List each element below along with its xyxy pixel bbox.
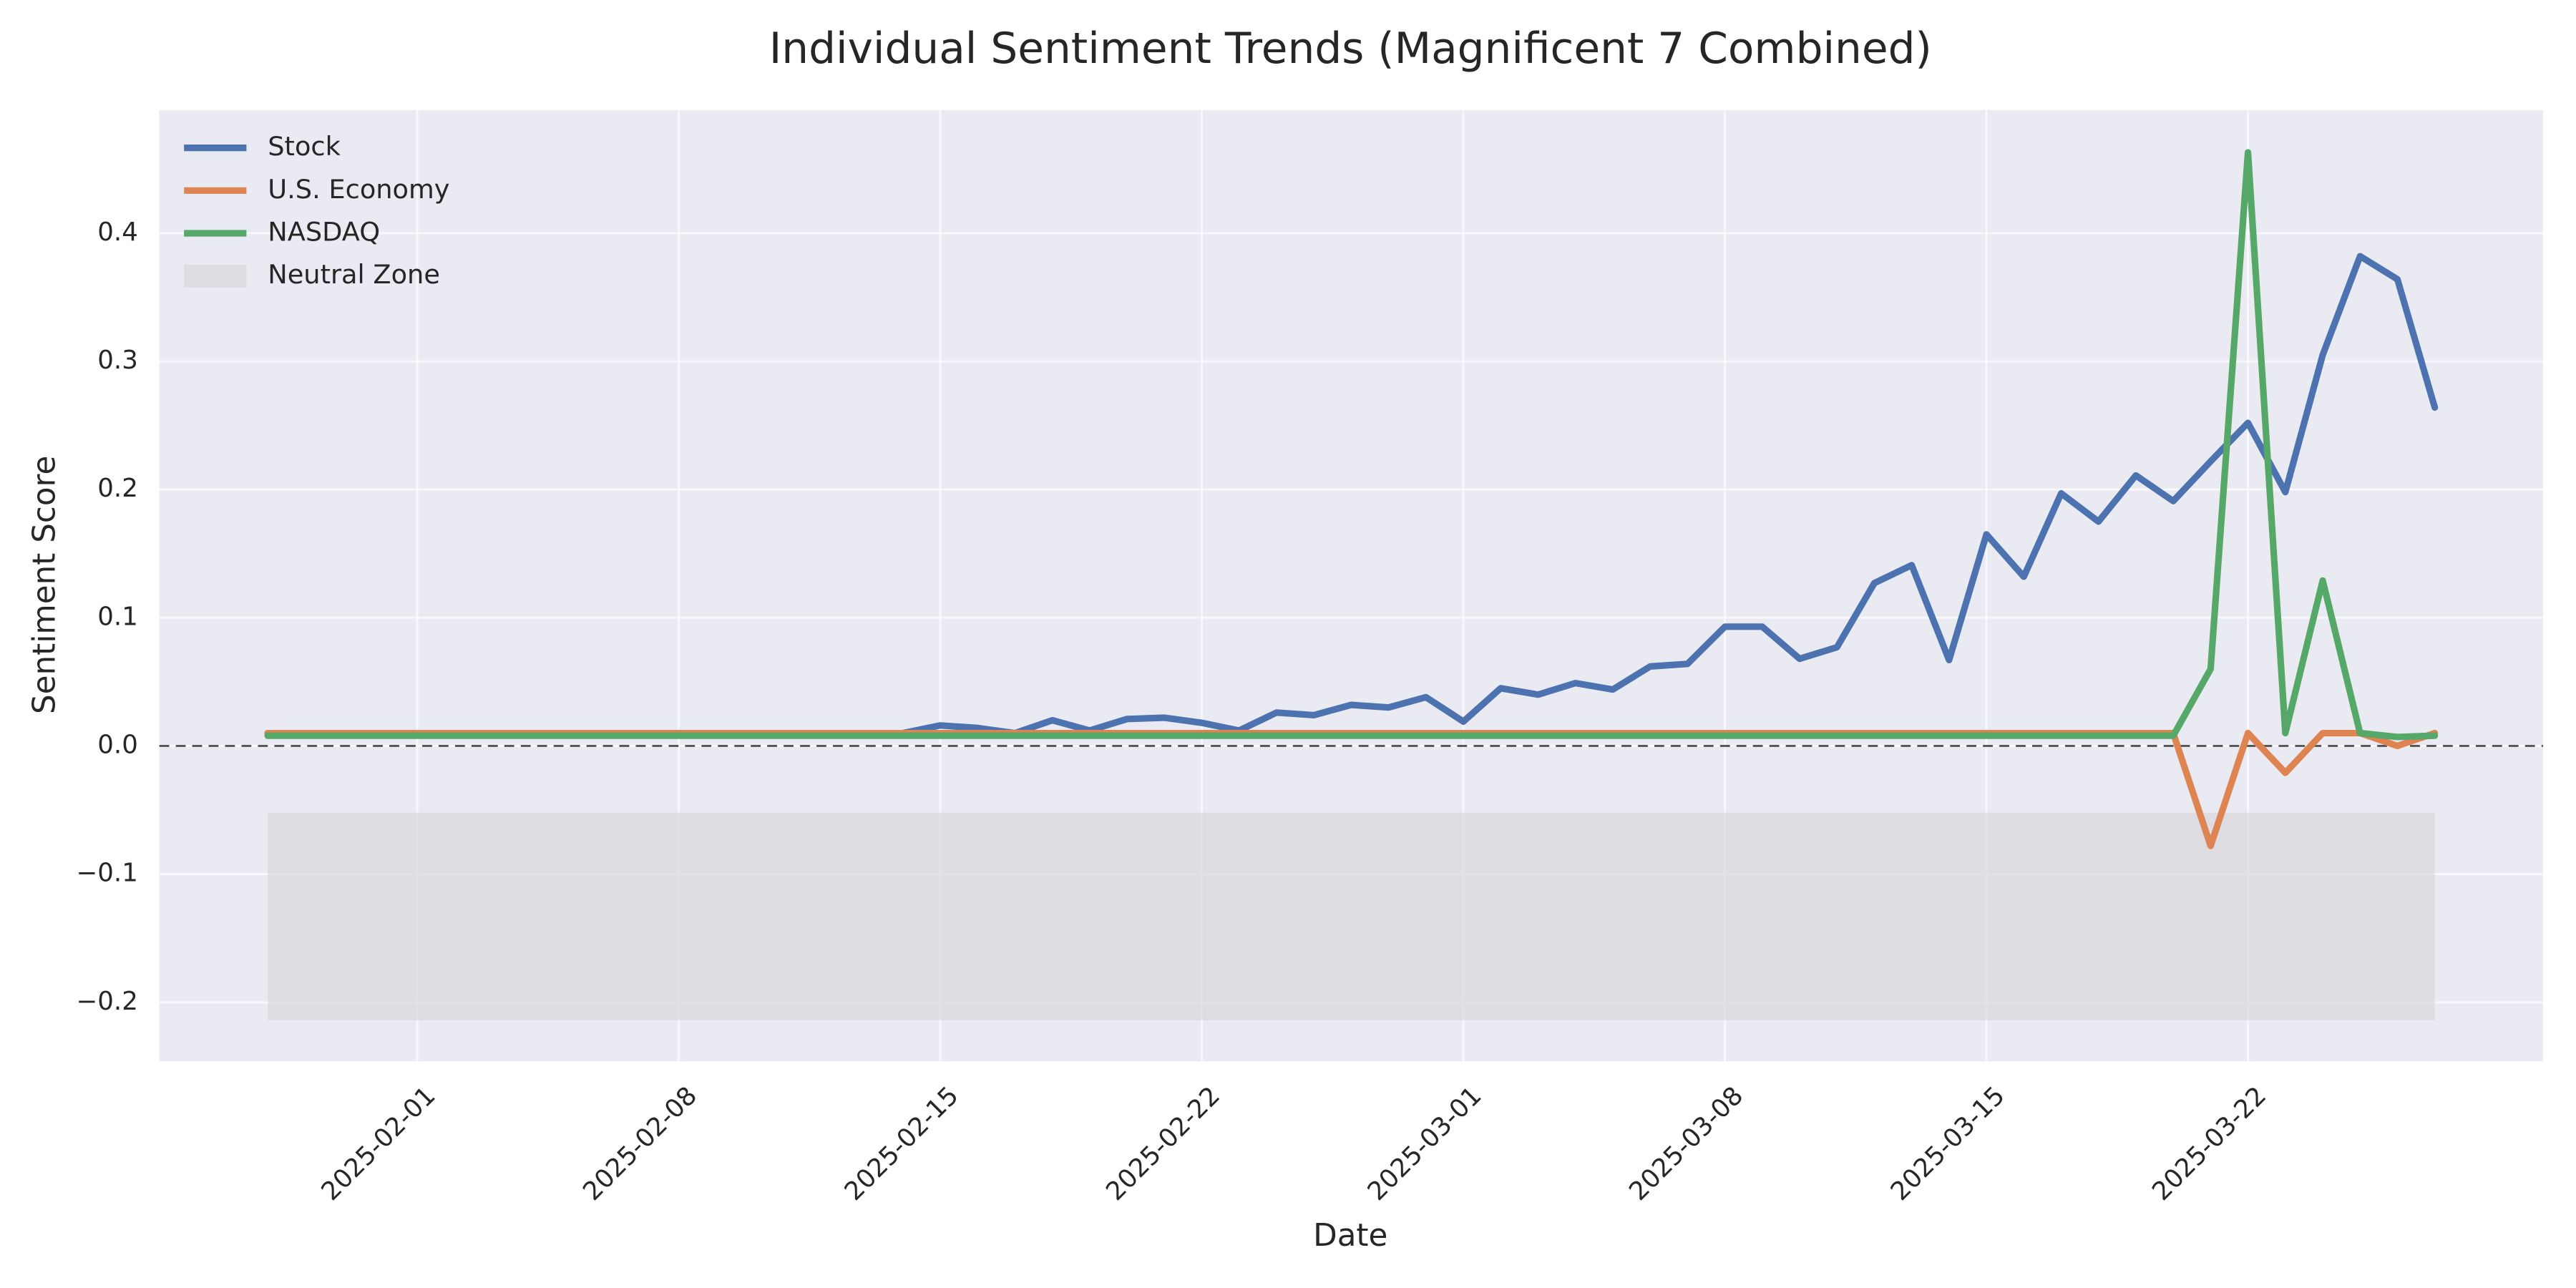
legend-swatch [184,264,247,288]
y-axis-label: Sentiment Score [26,456,62,714]
y-tick-label: 0.1 [97,602,138,631]
y-tick-label: 0.4 [97,218,138,247]
y-tick-label: 0.0 [97,730,138,759]
legend-label: NASDAQ [268,217,380,248]
y-tick-label: 0.2 [97,474,138,503]
series-line [264,149,2439,741]
y-tick-label: 0.3 [97,346,138,375]
legend-label: Neutral Zone [268,259,440,290]
x-axis-label: Date [1313,1218,1387,1254]
legend-label: U.S. Economy [268,174,449,205]
legend-label: Stock [268,131,341,162]
chart-title: Individual Sentiment Trends (Magnificent… [769,24,1932,74]
y-tick-label: −0.1 [76,859,137,888]
y-tick-label: −0.2 [76,987,137,1016]
neutral-zone [268,812,2435,1020]
